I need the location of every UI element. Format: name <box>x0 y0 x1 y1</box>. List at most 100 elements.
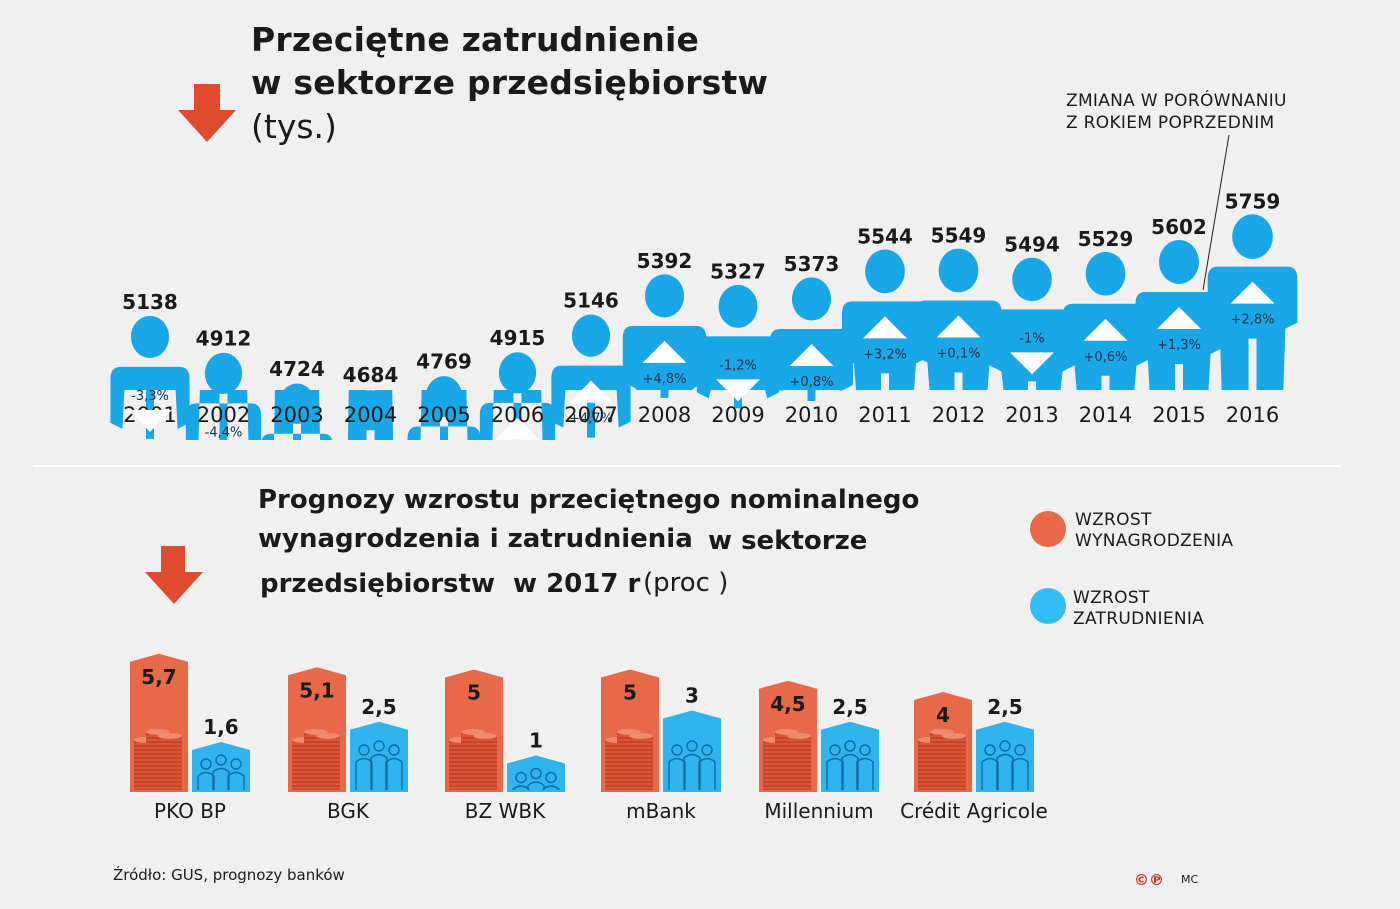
down-arrow-icon <box>145 546 203 604</box>
coins-icon <box>763 729 811 790</box>
wage-value-label-BZ WBK: 5 <box>467 681 481 705</box>
year-label-2016: 2016 <box>1226 403 1279 427</box>
bottom-title-line3: przedsiębiorstw <box>260 569 495 599</box>
year-label-2010: 2010 <box>785 403 838 427</box>
top-unit: (tys.) <box>251 107 337 146</box>
person-body <box>1207 266 1298 390</box>
employment-value-label-mBank: 3 <box>685 684 699 708</box>
person-figure-2015 <box>1135 239 1223 390</box>
change-label-2012: +0,1% <box>937 347 981 362</box>
employment-bar-Crédit Agricole <box>976 721 1034 792</box>
value-label-2005: 4769 <box>416 350 472 374</box>
bottom-title-line1: Prognozy wzrostu przeciętnego nominalneg… <box>258 485 920 515</box>
value-label-2002: 4912 <box>196 326 252 350</box>
value-label-2007: 5146 <box>563 289 619 313</box>
employment-bar-BZ WBK <box>507 755 565 792</box>
employment-value-label-BGK: 2,5 <box>361 695 396 719</box>
annotation-line2: Z ROKIEM POPRZEDNIM <box>1066 113 1275 133</box>
person-head <box>498 352 537 394</box>
year-label-2014: 2014 <box>1079 403 1132 427</box>
down-triangle-icon <box>128 409 172 432</box>
person-body <box>347 390 394 440</box>
year-label-2009: 2009 <box>711 403 764 427</box>
coins-icon <box>449 729 497 790</box>
up-triangle-icon <box>569 380 613 403</box>
up-triangle-icon <box>789 343 834 366</box>
employment-bar-PKO BP <box>192 742 250 792</box>
person-head <box>1012 257 1052 302</box>
person-figure-2011 <box>841 249 929 390</box>
year-label-2003: 2003 <box>270 403 323 427</box>
coins-icon <box>292 729 340 790</box>
bottom-title-line2: wynagrodzenia i zatrudnienia <box>258 524 693 554</box>
person-head <box>204 352 243 395</box>
legend-emp-line1: WZROST <box>1073 588 1150 608</box>
person-figure-2013 <box>989 257 1075 390</box>
change-label-2009: -1,2% <box>719 358 757 373</box>
down-triangle-icon <box>1010 352 1054 375</box>
value-label-2013: 5494 <box>1004 232 1060 256</box>
employment-value-label-PKO BP: 1,6 <box>203 715 238 739</box>
person-figure-2014 <box>1062 251 1149 390</box>
year-label-2004: 2004 <box>344 403 397 427</box>
legend-emp-line2: ZATRUDNIENIA <box>1073 609 1205 629</box>
wage-value-label-Crédit Agricole: 4 <box>936 703 950 727</box>
person-figure-2006 <box>479 352 556 440</box>
person-body <box>261 390 333 440</box>
legend-wage-swatch <box>1030 511 1066 547</box>
value-label-2001: 5138 <box>122 290 178 314</box>
value-label-2016: 5759 <box>1225 190 1281 214</box>
person-head <box>791 277 832 321</box>
person-figure-2005 <box>407 376 481 440</box>
change-label-2001: -3,3% <box>131 389 169 404</box>
person-body <box>989 309 1075 390</box>
up-triangle-icon <box>1157 306 1201 329</box>
person-body <box>185 390 262 440</box>
change-label-2015: +1,3% <box>1157 338 1201 353</box>
value-label-2003: 4724 <box>269 357 325 381</box>
wage-value-label-mBank: 5 <box>623 681 637 705</box>
value-label-2009: 5327 <box>710 259 766 283</box>
person-figure-2009 <box>696 284 780 409</box>
year-label-2011: 2011 <box>858 403 911 427</box>
change-label-2013: -1% <box>1019 331 1044 346</box>
change-label-2002: -4,4% <box>205 425 243 440</box>
person-head <box>130 315 170 358</box>
value-label-2004: 4684 <box>343 363 399 387</box>
year-label-2002: 2002 <box>197 403 250 427</box>
bank-label-PKO BP: PKO BP <box>154 799 226 823</box>
up-triangle-icon <box>1083 318 1128 341</box>
coins-icon <box>605 729 653 790</box>
coins-icon <box>134 729 182 790</box>
up-triangle-icon <box>936 315 981 338</box>
legend-wage-line2: WYNAGRODZENIA <box>1075 531 1234 551</box>
people-group-icon <box>512 767 560 791</box>
bottom-title-line3b: w 2017 r <box>513 569 641 599</box>
people-group-icon <box>668 740 716 790</box>
author-initials: MC <box>1181 873 1199 886</box>
up-triangle-icon <box>495 417 540 440</box>
change-label-2007: +4,7% <box>569 412 613 427</box>
year-label-2007: 2007 <box>564 403 617 427</box>
wage-value-label-BGK: 5,1 <box>299 678 334 702</box>
source-note: Źródło: GUS, prognozy banków <box>113 866 345 884</box>
year-label-2012: 2012 <box>932 403 985 427</box>
person-body <box>696 336 780 409</box>
year-label-2015: 2015 <box>1152 403 1205 427</box>
bank-label-Crédit Agricole: Crédit Agricole <box>900 799 1048 823</box>
top-title-line2: w sektorze przedsiębiorstw <box>251 63 769 102</box>
up-triangle-icon <box>1230 281 1275 304</box>
person-body <box>915 300 1002 390</box>
person-body <box>110 366 190 439</box>
person-head <box>1158 239 1200 284</box>
person-head <box>644 274 685 318</box>
wage-value-label-PKO BP: 5,7 <box>141 665 176 689</box>
employment-value-label-Crédit Agricole: 2,5 <box>987 695 1022 719</box>
annotation-leader-line <box>1202 134 1230 291</box>
legend-employment-swatch <box>1030 588 1066 624</box>
bank-label-BZ WBK: BZ WBK <box>465 799 546 823</box>
people-group-icon <box>197 754 245 790</box>
value-label-2010: 5373 <box>784 252 840 276</box>
forecast-chart: 5,7 1,6 PKO BP 5,1 2,5 BGK 5 1 BZ WBK 5 3 mBank 4,5 2… <box>130 653 1048 823</box>
down-triangle-icon <box>716 379 760 402</box>
